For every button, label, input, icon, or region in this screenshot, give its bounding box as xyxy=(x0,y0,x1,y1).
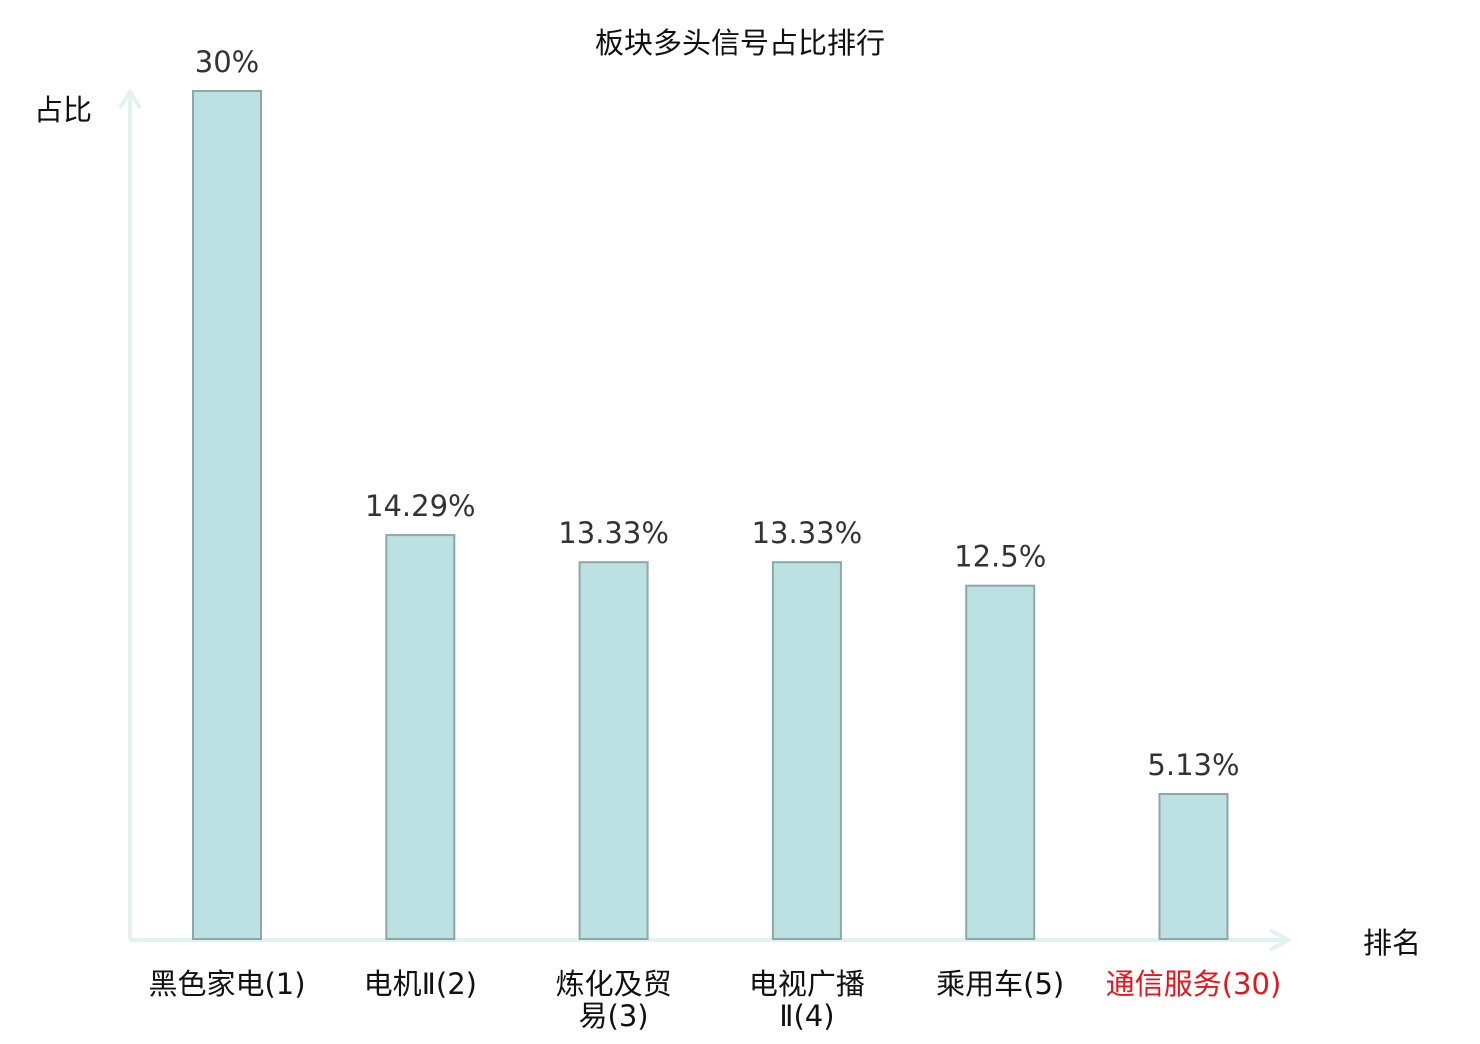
y-axis-label: 占比 xyxy=(34,93,92,127)
bar-value-label: 14.29% xyxy=(365,489,476,523)
bars xyxy=(192,90,1229,940)
bar xyxy=(965,584,1036,940)
y-axis-arrow xyxy=(118,88,142,110)
bar xyxy=(385,534,456,940)
x-tick-label: 电视广播 xyxy=(749,967,865,1001)
bar xyxy=(578,561,649,940)
bar-value-label: 5.13% xyxy=(1147,748,1239,782)
x-tick-label: 电机Ⅱ(2) xyxy=(364,967,477,1001)
bar xyxy=(192,90,262,940)
bar xyxy=(1158,793,1229,940)
axes xyxy=(118,88,1293,952)
x-tick-label: 易(3) xyxy=(579,999,649,1033)
x-tick-label: Ⅱ(4) xyxy=(779,999,834,1033)
x-tick-label: 黑色家电(1) xyxy=(148,967,305,1001)
x-tick-label: 炼化及贸 xyxy=(556,967,672,1001)
x-tick-label: 乘用车(5) xyxy=(936,967,1064,1001)
value-labels: 30% 14.29% 13.33% 13.33% 12.5% 5.13% xyxy=(195,45,1240,782)
bar xyxy=(771,561,842,940)
x-axis-label: 排名 xyxy=(1363,926,1421,960)
chart-title: 板块多头信号占比排行 xyxy=(595,26,885,60)
bar-value-label: 12.5% xyxy=(954,540,1046,574)
bar-value-label: 30% xyxy=(195,45,259,79)
x-tick-label: 通信服务(30) xyxy=(1106,967,1282,1001)
x-axis-arrow xyxy=(1269,928,1293,952)
bar-value-label: 13.33% xyxy=(752,516,863,550)
bar-value-label: 13.33% xyxy=(558,516,669,550)
